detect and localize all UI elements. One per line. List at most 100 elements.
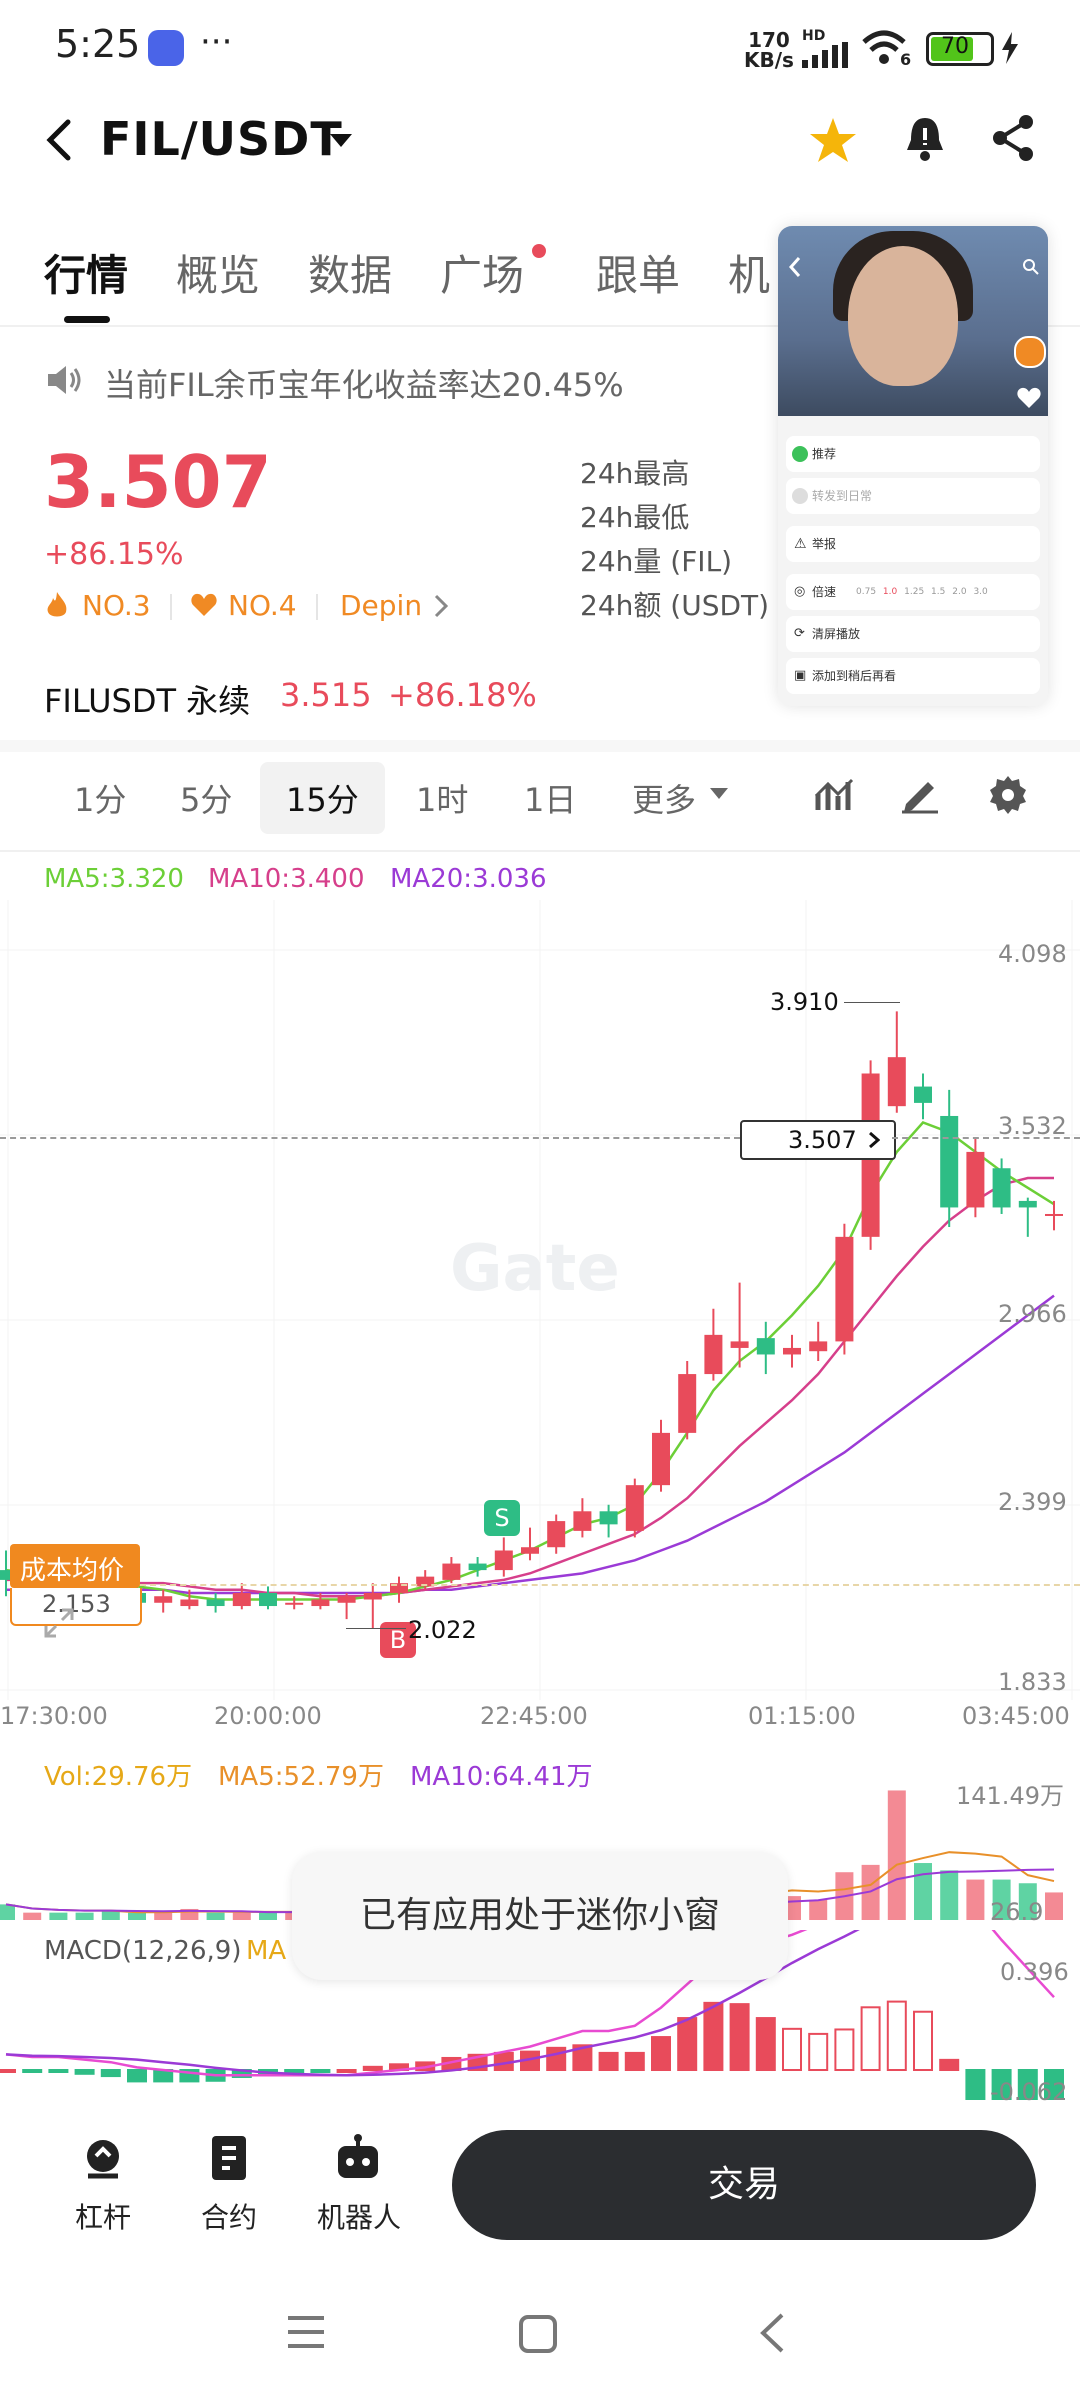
sector-tag[interactable]: Depin <box>340 589 423 622</box>
speed-1.0[interactable]: 1.0 <box>882 587 898 597</box>
draw-pen-icon[interactable] <box>900 774 940 814</box>
chevron-right-icon[interactable] <box>434 594 448 618</box>
pair-dropdown-icon[interactable] <box>330 134 352 148</box>
candle-body <box>835 1236 854 1342</box>
candle-body <box>730 1341 749 1348</box>
tab-overview[interactable]: 概览 <box>176 251 261 300</box>
mini-menu-speed[interactable]: ◎ 倍速 0.75 1.0 1.25 1.5 2.0 3.0 <box>786 574 1040 610</box>
battery-icon: 70 <box>926 32 994 66</box>
timeframe-more[interactable]: 更多 <box>632 781 697 819</box>
mini-avatar-icon[interactable] <box>1014 336 1046 368</box>
tab-copy-trade[interactable]: 跟单 <box>596 251 681 300</box>
low-marker-line <box>346 1628 406 1629</box>
tab-active-underline <box>64 316 110 323</box>
candle-body <box>992 1168 1011 1208</box>
back-nav-icon[interactable] <box>758 2312 786 2354</box>
volume-bar <box>128 1912 146 1920</box>
robot-label[interactable]: 机器人 <box>316 2201 401 2234</box>
speed-0.75[interactable]: 0.75 <box>856 587 877 597</box>
back-icon[interactable] <box>44 118 74 162</box>
current-price-line <box>0 1137 740 1139</box>
y-tick-5: 1.833 <box>998 1668 1067 1696</box>
macd-histogram-bar <box>572 2044 593 2072</box>
rank-badge-1[interactable]: NO.3 <box>82 589 151 622</box>
timeframe-1d[interactable]: 1日 <box>524 781 577 819</box>
rank-badge-2[interactable]: NO.4 <box>228 589 297 622</box>
mini-later-icon: ▣ <box>794 668 807 683</box>
perp-price: 3.515 <box>280 676 372 714</box>
mini-search-icon[interactable] <box>1022 258 1040 276</box>
cost-avg-badge[interactable]: 成本均价 <box>10 1544 140 1588</box>
price-change: +86.15% <box>44 537 184 572</box>
pair-title[interactable]: FIL/USDT <box>100 112 343 166</box>
speed-2.0[interactable]: 2.0 <box>952 587 967 597</box>
cost-avg-value-box: 2.153 <box>10 1588 142 1626</box>
tab-square[interactable]: 广场 <box>440 251 525 300</box>
expand-icon[interactable] <box>44 1608 74 1638</box>
mini-speed-label: 倍速 <box>812 585 837 599</box>
charging-icon <box>1002 32 1018 64</box>
star-icon[interactable] <box>808 116 858 164</box>
candle-body <box>390 1583 408 1593</box>
speed-1.25[interactable]: 1.25 <box>904 587 925 597</box>
gear-icon[interactable] <box>988 774 1028 814</box>
timeframe-15m[interactable]: 15分 <box>260 762 385 834</box>
toolbar-divider <box>0 850 1080 852</box>
macd-histogram-bar <box>703 2001 724 2071</box>
macd-histogram-bar <box>808 2032 829 2071</box>
speed-1.5[interactable]: 1.5 <box>931 587 946 597</box>
current-price-tag[interactable]: 3.507 <box>740 1120 896 1160</box>
notice-text[interactable]: 当前FIL余币宝年化收益率达20.45% <box>104 366 624 404</box>
mini-heart-icon[interactable] <box>1016 386 1042 410</box>
tab-bot[interactable]: 机 <box>728 251 771 300</box>
mini-menu-report[interactable]: ⚠ 举报 <box>786 526 1040 562</box>
volume-bar <box>992 1879 1011 1920</box>
macd-histogram-bar <box>913 2010 933 2071</box>
mini-menu-clear-screen[interactable]: ⟳ 清屏播放 <box>786 616 1040 652</box>
mini-recommend-icon <box>792 446 808 462</box>
share-icon[interactable] <box>990 114 1036 162</box>
mini-menu-forward[interactable]: 转发到日常 <box>786 478 1040 514</box>
perp-name[interactable]: FILUSDT 永续 <box>44 682 251 720</box>
macd-top-label: 0.396 <box>1000 1958 1069 1986</box>
leverage-label[interactable]: 杠杆 <box>74 2201 131 2234</box>
alert-bell-icon[interactable] <box>904 114 946 164</box>
volume-bar <box>966 1879 985 1920</box>
trade-button[interactable]: 交易 <box>452 2130 1036 2240</box>
menu-nav-icon[interactable] <box>286 2314 326 2350</box>
high-marker-line <box>844 1002 900 1003</box>
contract-icon[interactable] <box>208 2134 250 2182</box>
mini-video[interactable] <box>778 226 1048 416</box>
tab-market[interactable]: 行情 <box>44 251 129 300</box>
sell-marker[interactable]: S <box>484 1500 520 1536</box>
tab-divider <box>0 325 1080 327</box>
speed-3.0[interactable]: 3.0 <box>973 587 988 597</box>
current-price-value: 3.507 <box>788 1126 857 1154</box>
macd-histogram-bar <box>22 2069 43 2073</box>
candle-body <box>337 1596 356 1603</box>
indicator-icon[interactable] <box>814 774 854 814</box>
mini-back-icon[interactable] <box>788 256 802 278</box>
perp-divider <box>0 740 1080 752</box>
macd-histogram-bar <box>886 2000 907 2071</box>
mini-menu-watch-later[interactable]: ▣ 添加到稍后再看 <box>786 658 1040 694</box>
vol-partial-label: 26.9 <box>990 1898 1044 1926</box>
mini-window[interactable]: 推荐 转发到日常 ⚠ 举报 ◎ 倍速 0.75 1.0 1.25 1.5 2.0 3… <box>778 226 1048 706</box>
macd-histogram-bar <box>624 2051 645 2072</box>
robot-icon[interactable] <box>334 2134 382 2182</box>
timeframe-1m[interactable]: 1分 <box>74 781 127 819</box>
candle-body <box>494 1550 513 1571</box>
timeframe-1h[interactable]: 1时 <box>416 781 469 819</box>
more-dropdown-icon[interactable] <box>710 788 728 800</box>
timeframe-5m[interactable]: 5分 <box>180 781 233 819</box>
mini-menu-recommend[interactable]: 推荐 <box>786 436 1040 472</box>
leverage-icon[interactable] <box>80 2136 126 2182</box>
macd-histogram-bar <box>834 2028 855 2071</box>
tab-data[interactable]: 数据 <box>308 251 393 300</box>
home-nav-icon[interactable] <box>518 2314 558 2354</box>
mini-menu: 推荐 转发到日常 ⚠ 举报 ◎ 倍速 0.75 1.0 1.25 1.5 2.0 3… <box>786 436 1040 700</box>
cost-avg-value: 2.153 <box>42 1590 111 1618</box>
contract-label[interactable]: 合约 <box>200 2201 257 2234</box>
mini-speed-options[interactable]: 0.75 1.0 1.25 1.5 2.0 3.0 <box>856 574 988 610</box>
video-face <box>848 246 958 386</box>
